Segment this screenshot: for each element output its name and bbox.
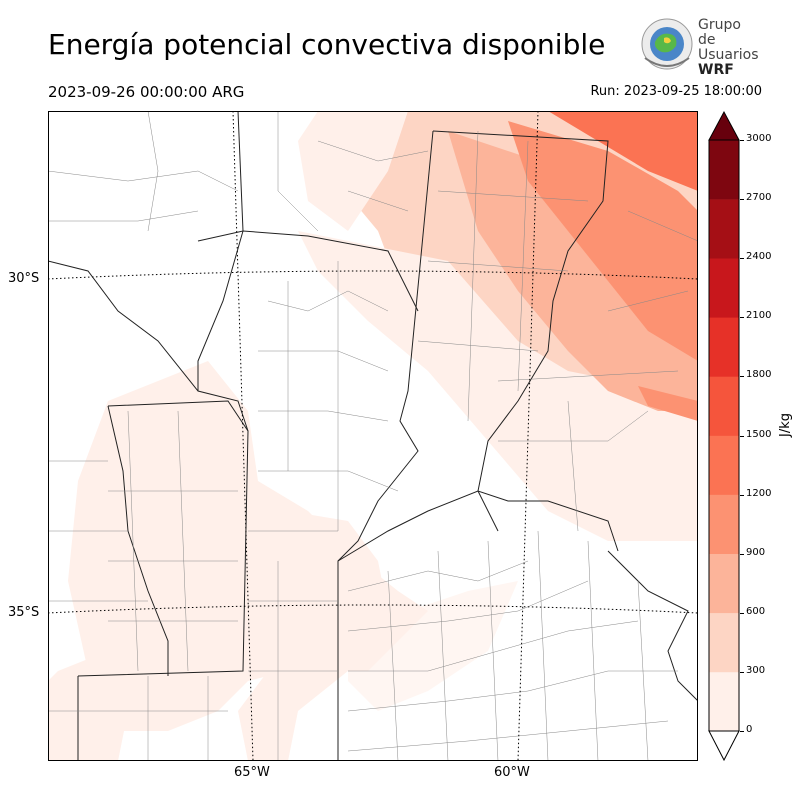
colorbar-level-3 [709,494,739,554]
lat-label-35s: 35°S [8,605,40,620]
colorbar-tick-mark [740,731,744,732]
colorbar-level-5 [709,376,739,436]
colorbar-extend-max [708,110,740,141]
logo-line-3: WRF [698,62,734,78]
logo-line-1: Grupo de [698,17,741,48]
wrf-group-logo: Grupo de Usuarios WRF [640,16,760,78]
colorbar-unit: J/kg [778,413,793,437]
colorbar-tick-mark [740,140,744,141]
colorbar-tick-label: 1800 [746,369,772,381]
run-time: Run: 2023-09-25 18:00:00 [590,84,762,99]
colorbar-tick-mark [740,494,744,496]
colorbar-level-8 [709,199,739,259]
graticule [48,111,698,761]
globe-icon [641,18,693,70]
colorbar-tick-label: 600 [746,605,766,617]
colorbar-tick-mark [740,435,744,437]
colorbar-tick-mark [740,671,744,673]
logo-line-2: Usuarios [698,47,759,63]
lon-label-60w: 60°W [494,765,530,780]
colorbar-tick-label: 1500 [746,428,772,440]
colorbar-tick-mark [740,199,744,201]
colorbar-level-4 [709,435,739,495]
colorbar-level-0 [709,671,739,732]
colorbar-tick-mark [740,376,744,378]
lat-label-30s: 30°S [8,271,40,286]
colorbar-tick-mark [740,553,744,555]
map-title: Energía potencial convectiva disponible [48,28,606,61]
colorbar-tick-label: 300 [746,664,766,676]
colorbar-tick-label: 900 [746,546,766,558]
colorbar-tick-label: 3000 [746,133,772,144]
colorbar-tick-label: 2400 [746,251,772,263]
colorbar-tick-label: 1200 [746,487,772,499]
colorbar-extend-min [708,730,740,762]
colorbar-tick-label: 2700 [746,192,772,204]
cape-map [48,111,698,761]
admin-boundaries [48,111,698,761]
colorbar-frame [708,139,740,732]
colorbar-level-9 [709,140,739,200]
colorbar [708,110,740,762]
map-frame [48,111,698,761]
colorbar-tick-mark [740,317,744,319]
lon-label-65w: 65°W [234,765,270,780]
colorbar-level-6 [709,317,739,377]
colorbar-tick-mark [740,258,744,260]
colorbar-level-7 [709,258,739,318]
valid-time: 2023-09-26 00:00:00 ARG [48,83,245,101]
colorbar-level-1 [709,612,739,673]
colorbar-tick-mark [740,612,744,614]
colorbar-level-2 [709,553,739,614]
colorbar-tick-label: 2100 [746,310,772,322]
colorbar-tick-label: 0 [746,724,753,735]
